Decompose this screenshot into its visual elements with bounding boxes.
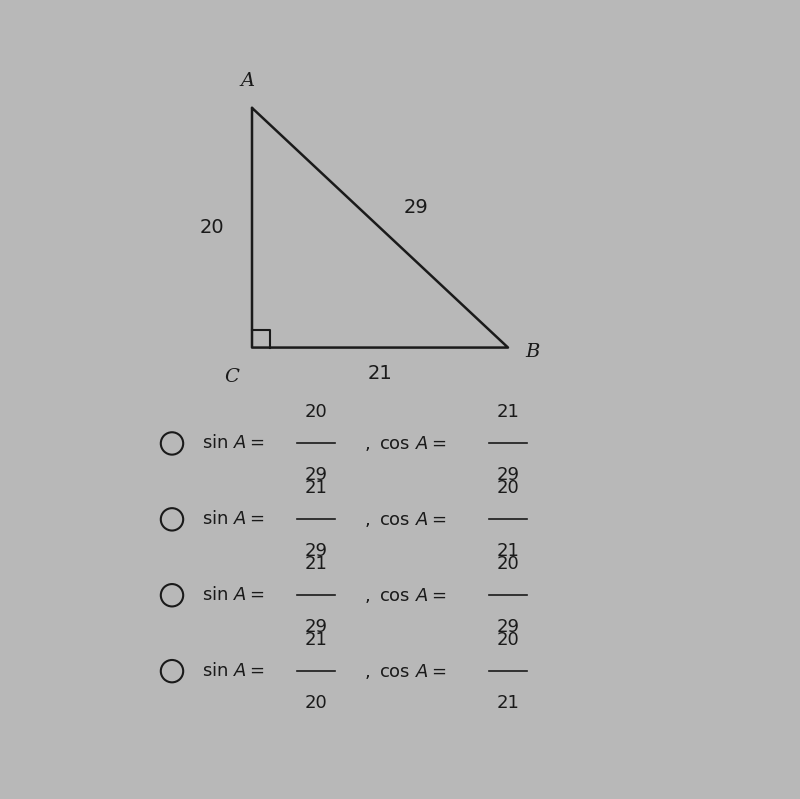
Text: A: A [241, 72, 255, 90]
Text: 21: 21 [305, 479, 327, 497]
Text: 20: 20 [305, 694, 327, 712]
Text: $\mathrm{sin}\ \mathit{A} =$: $\mathrm{sin}\ \mathit{A} =$ [202, 586, 265, 604]
Text: 21: 21 [305, 555, 327, 573]
Text: 21: 21 [497, 403, 519, 421]
Text: $\mathrm{,\ cos}\ \mathit{A} =$: $\mathrm{,\ cos}\ \mathit{A} =$ [364, 434, 446, 453]
Text: 29: 29 [305, 542, 327, 560]
Text: 29: 29 [404, 198, 428, 217]
Text: 20: 20 [497, 555, 519, 573]
Text: 29: 29 [305, 466, 327, 484]
Text: $\mathrm{sin}\ \mathit{A} =$: $\mathrm{sin}\ \mathit{A} =$ [202, 511, 265, 528]
Text: 29: 29 [497, 466, 519, 484]
Text: 29: 29 [497, 618, 519, 636]
Text: $\mathrm{sin}\ \mathit{A} =$: $\mathrm{sin}\ \mathit{A} =$ [202, 435, 265, 452]
Text: $\mathrm{,\ cos}\ \mathit{A} =$: $\mathrm{,\ cos}\ \mathit{A} =$ [364, 586, 446, 605]
Text: 29: 29 [305, 618, 327, 636]
Text: 21: 21 [368, 364, 392, 383]
Text: $\mathrm{sin}\ \mathit{A} =$: $\mathrm{sin}\ \mathit{A} =$ [202, 662, 265, 680]
Text: C: C [225, 368, 239, 386]
Text: 20: 20 [497, 479, 519, 497]
Text: $\mathrm{,\ cos}\ \mathit{A} =$: $\mathrm{,\ cos}\ \mathit{A} =$ [364, 510, 446, 529]
Text: 21: 21 [305, 630, 327, 649]
Text: 21: 21 [497, 694, 519, 712]
Text: $\mathrm{,\ cos}\ \mathit{A} =$: $\mathrm{,\ cos}\ \mathit{A} =$ [364, 662, 446, 681]
Text: 21: 21 [497, 542, 519, 560]
Text: B: B [526, 343, 540, 360]
Text: 20: 20 [305, 403, 327, 421]
Text: 20: 20 [497, 630, 519, 649]
Text: 20: 20 [200, 218, 224, 237]
